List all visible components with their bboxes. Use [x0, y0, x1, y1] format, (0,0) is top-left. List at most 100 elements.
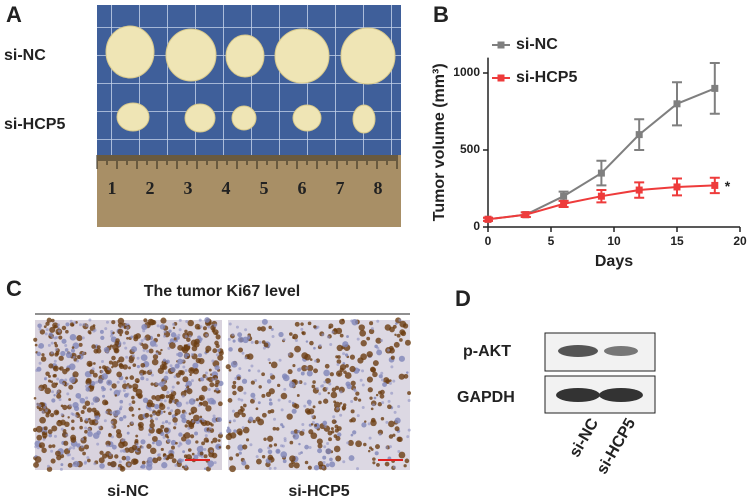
- nucleus: [195, 398, 199, 402]
- nucleus: [336, 344, 343, 352]
- nucleus: [131, 400, 136, 404]
- nucleus: [258, 385, 262, 389]
- nucleus: [229, 465, 236, 473]
- nucleus: [321, 384, 325, 388]
- nucleus: [187, 356, 190, 359]
- nucleus: [244, 328, 248, 332]
- nucleus: [184, 345, 188, 349]
- nucleus: [230, 360, 238, 368]
- nucleus: [393, 341, 400, 348]
- nucleus: [257, 326, 262, 331]
- nucleus: [135, 443, 139, 447]
- nucleus: [397, 436, 403, 442]
- nucleus: [367, 422, 371, 426]
- nucleus: [317, 443, 323, 449]
- nucleus: [313, 465, 320, 471]
- nucleus: [217, 439, 221, 442]
- nucleus: [105, 320, 109, 324]
- nucleus: [124, 322, 128, 326]
- nucleus: [106, 379, 113, 386]
- nucleus: [241, 351, 245, 355]
- nucleus: [309, 340, 314, 346]
- nucleus: [56, 389, 60, 393]
- nucleus: [65, 433, 69, 437]
- nucleus: [339, 390, 343, 394]
- nucleus: [242, 336, 249, 344]
- nucleus: [228, 419, 232, 423]
- nucleus: [64, 344, 68, 348]
- nucleus: [225, 364, 231, 370]
- nucleus: [138, 342, 142, 346]
- nucleus: [84, 429, 88, 434]
- nucleus: [254, 378, 258, 382]
- nucleus: [165, 359, 170, 364]
- nucleus: [380, 371, 384, 375]
- nucleus: [181, 417, 187, 424]
- nucleus: [118, 389, 122, 393]
- nucleus: [323, 421, 327, 425]
- nucleus: [125, 386, 129, 390]
- nucleus: [97, 378, 104, 384]
- nucleus: [195, 440, 199, 444]
- nucleus: [211, 359, 215, 363]
- nucleus: [174, 334, 178, 338]
- nucleus: [46, 464, 50, 468]
- nucleus: [337, 432, 342, 437]
- nucleus: [304, 460, 309, 465]
- nucleus: [133, 334, 139, 340]
- nucleus: [147, 318, 155, 326]
- ihc-images: [32, 317, 412, 473]
- nucleus: [48, 363, 54, 369]
- nucleus: [84, 426, 88, 430]
- nucleus: [209, 382, 215, 388]
- nucleus: [199, 325, 203, 329]
- nucleus: [325, 387, 329, 391]
- nucleus: [283, 437, 287, 441]
- nucleus: [163, 427, 169, 433]
- nucleus: [110, 460, 117, 468]
- nucleus: [268, 388, 275, 395]
- nucleus: [181, 359, 185, 363]
- nucleus: [136, 365, 140, 369]
- nucleus: [315, 387, 319, 391]
- nucleus: [333, 401, 341, 409]
- nucleus: [160, 348, 163, 352]
- nucleus: [45, 328, 49, 332]
- nucleus: [69, 378, 73, 382]
- nucleus: [387, 404, 392, 410]
- nucleus: [122, 448, 126, 452]
- nucleus: [159, 363, 166, 370]
- nucleus: [108, 360, 113, 365]
- nucleus: [72, 355, 76, 359]
- nucleus: [257, 401, 261, 405]
- nucleus: [272, 426, 277, 431]
- nucleus: [152, 441, 155, 445]
- nucleus: [214, 383, 219, 388]
- nucleus: [211, 378, 215, 382]
- nucleus: [99, 329, 104, 334]
- nucleus: [297, 380, 301, 384]
- nucleus: [140, 376, 145, 381]
- nucleus: [184, 368, 188, 372]
- nucleus: [107, 461, 112, 466]
- nucleus: [57, 419, 61, 423]
- nucleus: [72, 371, 79, 378]
- nucleus: [385, 420, 389, 424]
- nucleus: [382, 382, 387, 387]
- nucleus: [208, 422, 212, 426]
- nucleus: [149, 422, 155, 429]
- nucleus: [183, 454, 188, 459]
- nucleus: [357, 368, 361, 372]
- nucleus: [237, 444, 244, 451]
- nucleus: [352, 388, 356, 392]
- nucleus: [328, 382, 332, 386]
- nucleus: [245, 438, 250, 442]
- legend-marker: [497, 41, 505, 49]
- nucleus: [372, 461, 376, 465]
- nucleus: [298, 452, 302, 456]
- nucleus: [109, 334, 113, 338]
- nucleus: [247, 353, 254, 360]
- nucleus: [145, 464, 153, 471]
- nucleus: [199, 451, 204, 456]
- nucleus: [342, 362, 346, 365]
